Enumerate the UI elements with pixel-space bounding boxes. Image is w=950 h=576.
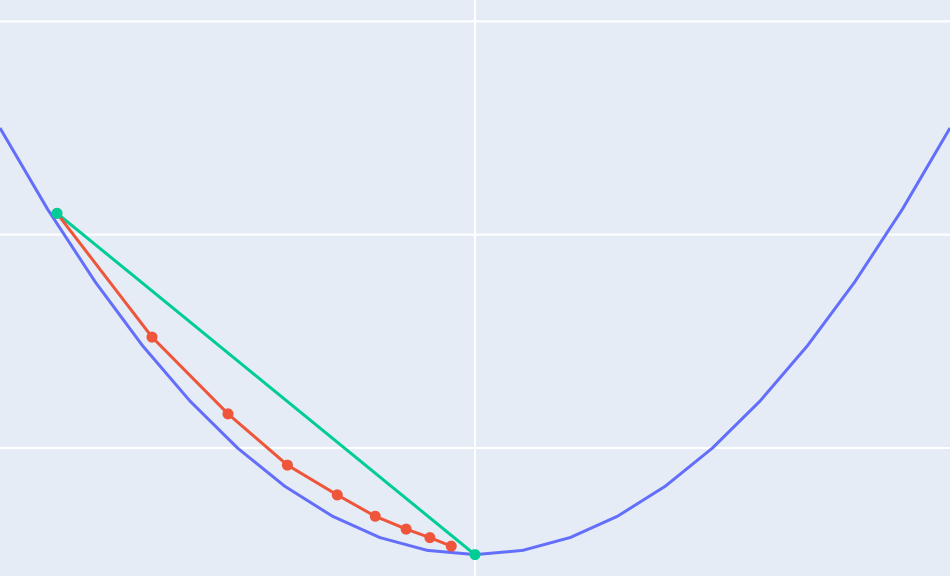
step-point-marker xyxy=(424,532,436,544)
direct-point-marker xyxy=(51,207,63,219)
direct-point-marker xyxy=(469,549,481,561)
step-point-marker xyxy=(331,489,343,501)
series-markers xyxy=(51,207,481,561)
step-point-marker xyxy=(445,540,457,552)
step-point-marker xyxy=(281,459,293,471)
step-point-marker xyxy=(369,510,381,522)
step-point-marker xyxy=(146,331,158,343)
step-point-marker xyxy=(222,408,234,420)
direct-path-line xyxy=(56,212,476,556)
step-point-marker xyxy=(400,523,412,535)
